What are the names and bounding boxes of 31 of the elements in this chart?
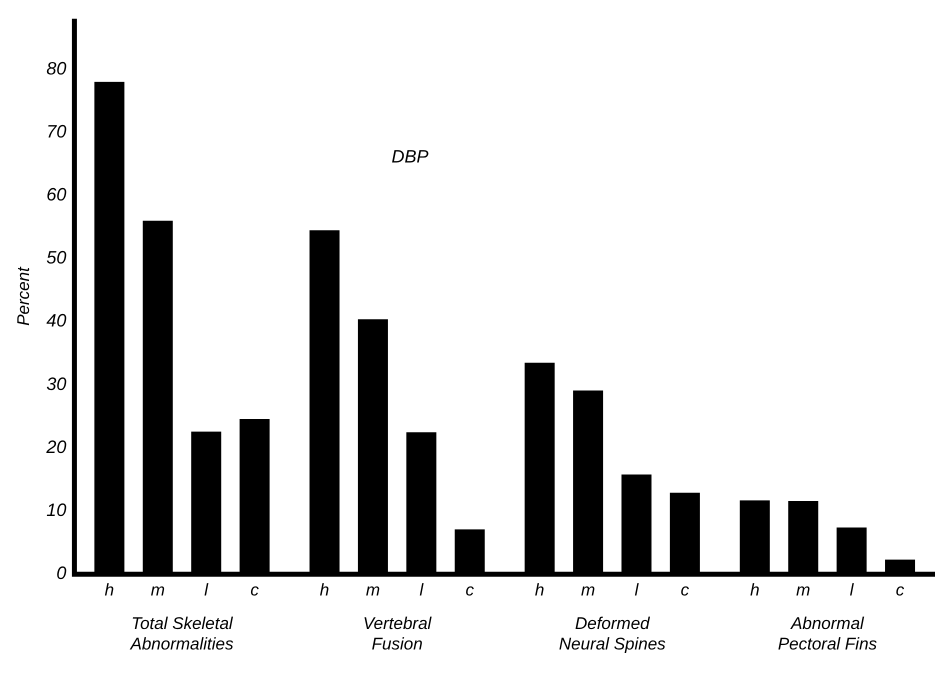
text: m — [580, 580, 596, 600]
x-tick-label: Deformed Neural Spines — [558, 614, 666, 654]
text: h — [320, 580, 330, 600]
text: h — [534, 580, 544, 600]
text: l — [634, 580, 638, 600]
y-tick-label: 0 — [56, 563, 66, 584]
y-tick-label: 40 — [46, 310, 66, 331]
text: h — [750, 580, 760, 600]
text: l — [850, 580, 854, 600]
x-tick-label: Total Skeletal Abnormalities — [129, 614, 234, 654]
series-label: l — [204, 580, 210, 600]
text: c — [466, 580, 474, 600]
x-tick-label: Abnormal Pectoral Fins — [778, 614, 878, 654]
y-tick-label: 30 — [46, 374, 66, 394]
text: m — [366, 580, 380, 600]
y-tick-label: 10 — [46, 500, 66, 520]
y-axis-title: Percent — [14, 266, 33, 326]
series-label: c — [250, 580, 260, 600]
series-label: m — [150, 580, 165, 600]
text: m — [796, 580, 810, 600]
text: l — [419, 580, 424, 600]
y-tick-label: 20 — [45, 436, 66, 457]
y-tick-label: 60 — [46, 184, 66, 205]
text: c — [680, 580, 690, 600]
series-label: h — [104, 580, 114, 600]
y-tick-label: 70 — [46, 121, 66, 142]
y-tick-label: 80 — [46, 58, 66, 78]
text: DBP — [392, 146, 429, 167]
y-tick-label: 50 — [46, 248, 66, 268]
x-tick-label: Vertebral Fusion — [362, 614, 433, 654]
text: c — [896, 580, 904, 600]
